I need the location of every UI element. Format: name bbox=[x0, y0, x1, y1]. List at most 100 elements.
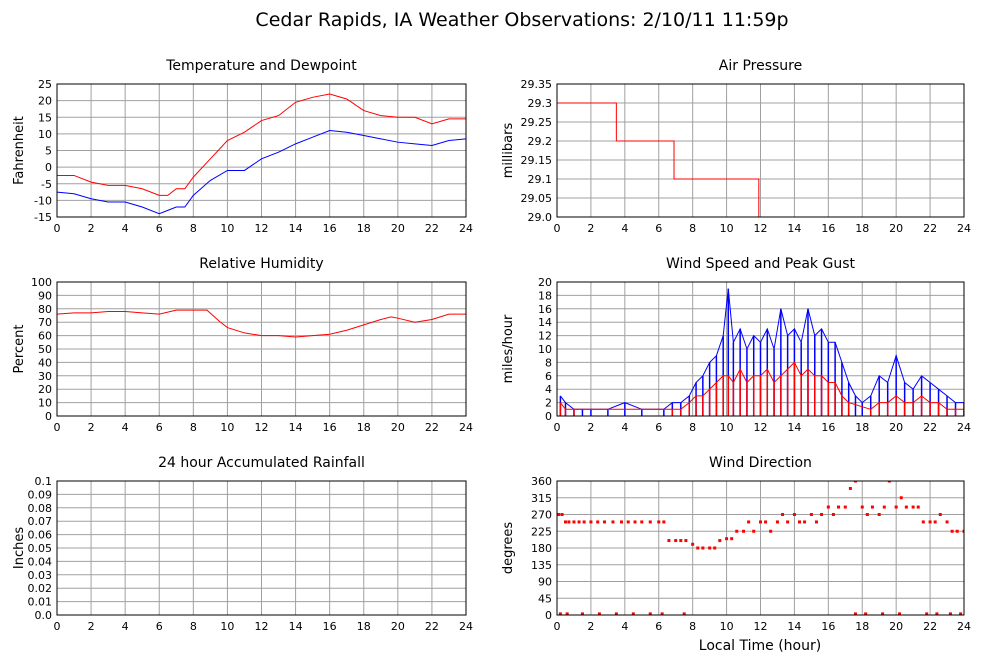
scatter-point bbox=[925, 612, 929, 615]
y-tick-label: 0.05 bbox=[28, 542, 53, 555]
page-title: Cedar Rapids, IA Weather Observations: 2… bbox=[255, 9, 788, 31]
y-tick-label: 10 bbox=[38, 128, 52, 141]
plot-frame bbox=[56, 83, 467, 218]
y-tick-label: 25 bbox=[38, 78, 52, 91]
scatter-point bbox=[742, 529, 746, 533]
x-tick-label: 24 bbox=[957, 222, 971, 235]
x-tick-label: 22 bbox=[923, 421, 937, 434]
x-tick-label: 4 bbox=[122, 222, 129, 235]
y-tick-label: 29.3 bbox=[528, 97, 553, 110]
x-tick-label: 10 bbox=[220, 620, 234, 633]
y-tick-label: 180 bbox=[531, 542, 552, 555]
x-tick-label: 14 bbox=[787, 421, 801, 434]
y-tick-label: 20 bbox=[38, 95, 52, 108]
scatter-point bbox=[853, 612, 857, 615]
x-tick-label: 12 bbox=[754, 222, 768, 235]
chart-title: Temperature and Dewpoint bbox=[165, 58, 357, 74]
y-tick-label: 0.07 bbox=[28, 515, 53, 528]
x-tick-label: 12 bbox=[754, 620, 768, 633]
chart-title: Wind Direction bbox=[709, 455, 812, 471]
y-tick-label: 40 bbox=[38, 356, 52, 369]
scatter-point bbox=[633, 520, 637, 524]
y-tick-label: 12 bbox=[538, 330, 552, 343]
scatter-point bbox=[826, 505, 830, 509]
x-tick-label: 8 bbox=[190, 222, 197, 235]
y-tick-label: 8 bbox=[545, 356, 552, 369]
y-tick-label: 4 bbox=[545, 383, 552, 396]
scatter-point bbox=[631, 612, 635, 615]
y-tick-label: 29.15 bbox=[521, 154, 553, 167]
x-tick-label: 6 bbox=[655, 620, 662, 633]
series-line bbox=[557, 102, 964, 217]
scatter-point bbox=[798, 520, 802, 524]
y-tick-label: 0.03 bbox=[28, 569, 53, 582]
scatter-point bbox=[921, 520, 925, 524]
x-tick-label: 6 bbox=[655, 421, 662, 434]
series-line bbox=[57, 93, 466, 196]
scatter-point bbox=[781, 513, 785, 516]
x-tick-label: 2 bbox=[587, 421, 594, 434]
x-tick-label: 16 bbox=[323, 620, 337, 633]
scatter-point bbox=[928, 520, 932, 524]
series-line bbox=[559, 361, 964, 410]
x-tick-label: 10 bbox=[720, 421, 734, 434]
x-tick-label: 22 bbox=[923, 222, 937, 235]
x-tick-label: 2 bbox=[587, 620, 594, 633]
x-tick-label: 22 bbox=[425, 620, 439, 633]
scatter-point bbox=[938, 513, 942, 516]
scatter-point bbox=[667, 539, 671, 543]
x-tick-label: 10 bbox=[720, 222, 734, 235]
scatter-point bbox=[881, 612, 885, 615]
x-tick-label: 12 bbox=[255, 620, 269, 633]
scatter-point bbox=[567, 520, 571, 524]
y-tick-label: 20 bbox=[538, 276, 552, 289]
scatter-point bbox=[948, 612, 952, 615]
y-tick-label: 29.1 bbox=[528, 173, 553, 186]
y-tick-label: 5 bbox=[45, 145, 52, 158]
scatter-point bbox=[820, 513, 824, 516]
plot-frame bbox=[56, 281, 467, 417]
scatter-point bbox=[865, 513, 869, 516]
x-tick-label: 4 bbox=[621, 421, 628, 434]
scatter-point bbox=[657, 520, 661, 524]
scatter-point bbox=[894, 505, 898, 509]
x-tick-label: 12 bbox=[754, 421, 768, 434]
y-tick-label: 29.2 bbox=[528, 135, 553, 148]
y-tick-label: 29.25 bbox=[521, 116, 553, 129]
plot-frame bbox=[56, 480, 467, 616]
scatter-point bbox=[691, 542, 695, 546]
x-tick-label: 0 bbox=[54, 421, 61, 434]
scatter-point bbox=[640, 520, 644, 524]
series-group bbox=[57, 309, 466, 338]
x-tick-label: 0 bbox=[554, 222, 561, 235]
scatter-point bbox=[577, 520, 581, 524]
x-tick-label: 18 bbox=[357, 421, 371, 434]
y-tick-label: 30 bbox=[38, 370, 52, 383]
y-tick-label: 29.0 bbox=[528, 211, 553, 224]
scatter-point bbox=[899, 496, 903, 500]
scatter-point bbox=[614, 612, 618, 615]
scatter-point bbox=[696, 546, 700, 550]
y-axis-label: degrees bbox=[501, 522, 516, 575]
x-tick-label: 0 bbox=[554, 620, 561, 633]
scatter-point bbox=[713, 546, 717, 550]
scatter-point bbox=[648, 520, 652, 524]
scatter-point bbox=[611, 520, 615, 524]
x-tick-label: 8 bbox=[190, 620, 197, 633]
scatter-point bbox=[563, 520, 567, 524]
scatter-point bbox=[619, 520, 623, 524]
x-tick-label: 14 bbox=[787, 620, 801, 633]
scatter-point bbox=[848, 486, 852, 490]
x-tick-label: 24 bbox=[957, 620, 971, 633]
y-tick-label: 80 bbox=[38, 303, 52, 316]
x-tick-label: 4 bbox=[621, 620, 628, 633]
x-tick-label: 4 bbox=[621, 222, 628, 235]
y-tick-label: 90 bbox=[38, 289, 52, 302]
x-tick-label: 8 bbox=[689, 620, 696, 633]
scatter-point bbox=[679, 539, 683, 543]
scatter-point bbox=[933, 520, 937, 524]
y-tick-label: 0.1 bbox=[35, 475, 53, 488]
series-group bbox=[557, 481, 964, 615]
